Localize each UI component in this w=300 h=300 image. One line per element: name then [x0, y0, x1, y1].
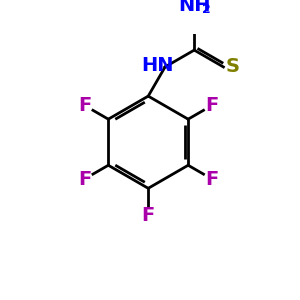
- Text: F: F: [142, 206, 155, 225]
- Text: F: F: [205, 96, 219, 115]
- Text: S: S: [225, 57, 239, 76]
- Text: F: F: [205, 169, 219, 188]
- Text: F: F: [78, 96, 91, 115]
- Text: HN: HN: [142, 56, 174, 75]
- Text: 2: 2: [202, 3, 211, 16]
- Text: F: F: [78, 169, 91, 188]
- Text: NH: NH: [178, 0, 211, 15]
